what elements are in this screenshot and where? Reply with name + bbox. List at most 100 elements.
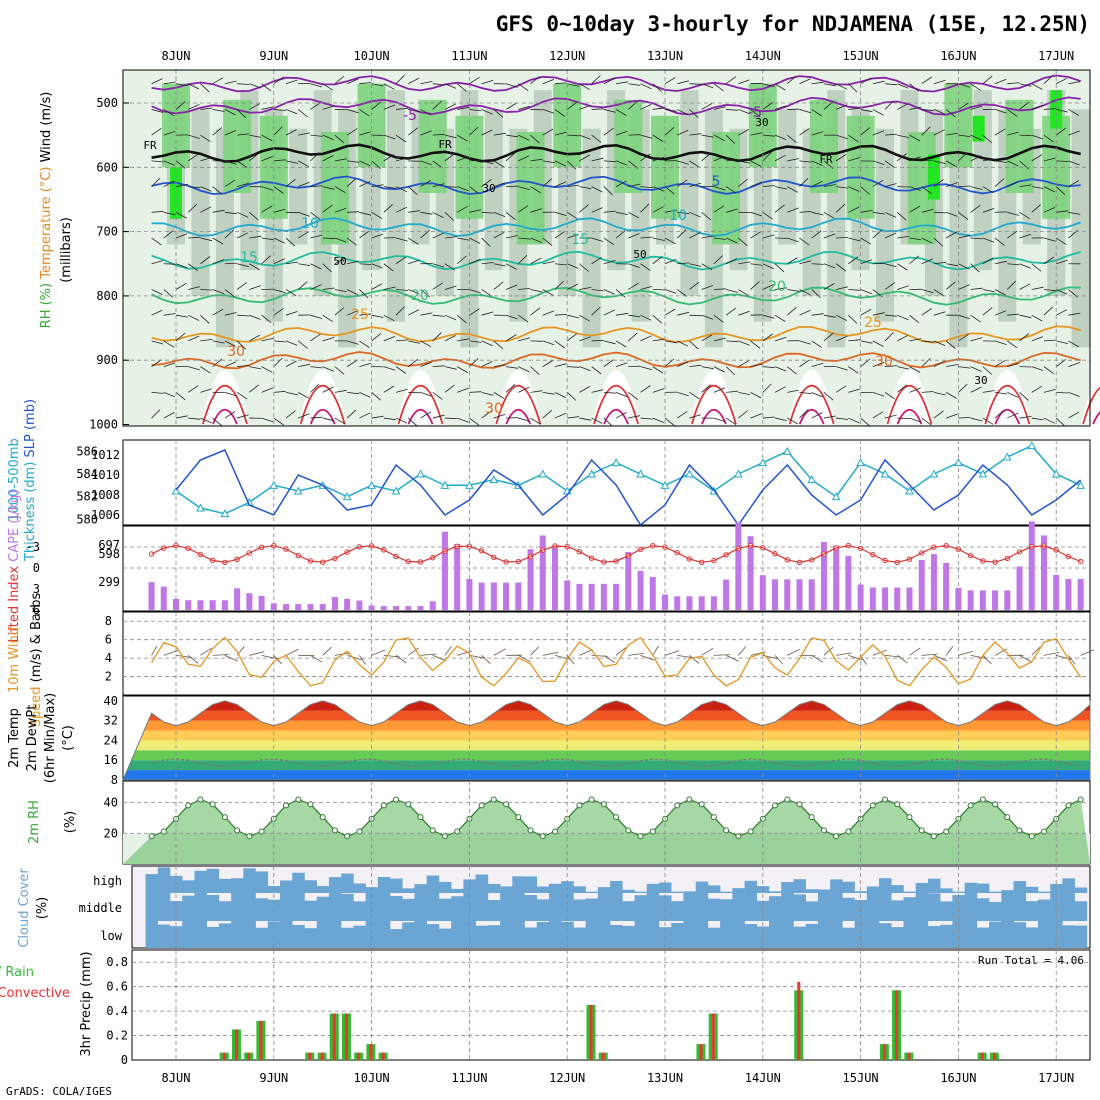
- pressure-unit-label: (millibars): [59, 217, 74, 283]
- wind-barb: [212, 289, 225, 294]
- wind-barb: [151, 160, 164, 163]
- cloud-block: [976, 883, 990, 893]
- wind-barb: [420, 340, 432, 348]
- cloud-block: [243, 921, 256, 948]
- rh-marker: [747, 828, 754, 835]
- wind-barb: [689, 314, 702, 317]
- wind-barb: [872, 211, 885, 215]
- wind-barb: [224, 289, 235, 298]
- y-axis-title: 3hr Precip (mm): [79, 951, 94, 1056]
- cloud-block: [438, 881, 452, 893]
- wind-barb: [469, 289, 482, 294]
- rh-gray-block: [1071, 109, 1090, 348]
- wind-barb: [726, 109, 739, 111]
- wind-barb: [224, 80, 237, 85]
- wind-barb: [994, 310, 1007, 316]
- wind-barb: [408, 309, 420, 316]
- wind-barb: [505, 384, 516, 393]
- cape-bar: [613, 583, 620, 610]
- wind-barb: [945, 109, 956, 118]
- wind-barb: [1007, 82, 1020, 85]
- wind-barb-10m: [945, 646, 954, 656]
- wind-barb: [664, 308, 676, 316]
- wind-barb: [1019, 333, 1030, 342]
- wind-barb: [738, 160, 751, 164]
- wind-barb: [408, 340, 421, 344]
- wind-barb: [603, 186, 613, 196]
- rh-marker: [637, 833, 644, 840]
- wind-barb: [689, 211, 701, 218]
- rh-marker: [967, 802, 974, 809]
- rh-green-block: [712, 131, 741, 245]
- wind-barb: [848, 256, 859, 265]
- wind-barb: [200, 289, 213, 291]
- wind-barb: [456, 255, 467, 265]
- wind-barb: [224, 211, 237, 215]
- wind-barb-10m: [640, 654, 655, 661]
- cape-bar: [393, 606, 400, 610]
- wind-barb: [774, 366, 787, 372]
- wind-barb: [493, 364, 506, 368]
- wind-barb: [530, 366, 540, 375]
- wind-barb: [774, 336, 787, 342]
- wind-barb: [970, 237, 983, 240]
- cloud-block: [1050, 921, 1063, 948]
- wind-barb: [310, 416, 323, 419]
- y-axis-title: (%): [35, 897, 50, 920]
- wind-barb: [224, 361, 237, 367]
- wind-barb: [469, 237, 481, 244]
- wind-barb: [261, 417, 274, 423]
- wind-barb: [994, 128, 1006, 136]
- wind-barb: [860, 237, 872, 245]
- cape-bar: [979, 590, 986, 610]
- cloud-block: [879, 923, 892, 948]
- dry-bubble: [396, 369, 445, 425]
- wind-barb: [909, 417, 921, 423]
- precip-convective-bar: [882, 1044, 886, 1060]
- wind-barb: [713, 83, 724, 92]
- wind-barb: [273, 186, 284, 194]
- wind-barb: [933, 311, 946, 316]
- wind-barb: [787, 289, 800, 292]
- wind-barb: [408, 186, 418, 195]
- wind-barb: [200, 314, 210, 324]
- wind-barb: [1007, 131, 1020, 136]
- rh-marker: [319, 814, 326, 821]
- wind-barb: [958, 334, 969, 342]
- lifted-index-tick: 0: [33, 561, 40, 575]
- wind-barb: [163, 81, 176, 85]
- wind-barb: [921, 391, 934, 393]
- wind-barb-10m: [628, 653, 645, 656]
- wind-barb: [188, 134, 200, 139]
- wind-barb-10m: [603, 655, 616, 664]
- wind-barb: [383, 204, 393, 213]
- wind-barb: [909, 186, 921, 191]
- wind-barb: [738, 79, 750, 85]
- rh-bright-block: [927, 154, 940, 200]
- precip-convective-bar: [308, 1052, 312, 1060]
- wind-barb-10m: [958, 650, 974, 656]
- wind-barb: [518, 314, 529, 323]
- wind-barb: [603, 359, 614, 367]
- wind-barb-10m: [872, 649, 887, 656]
- isotherm-35-line: [691, 384, 737, 425]
- precip-convective-bar: [332, 1013, 336, 1060]
- wind-barb-10m: [994, 648, 1008, 656]
- cape-bar: [833, 545, 840, 610]
- cloud-block: [255, 871, 269, 893]
- wind-barb: [249, 235, 262, 239]
- cloud-block: [695, 893, 709, 921]
- cloud-block: [561, 921, 574, 948]
- wind-barb: [848, 366, 859, 374]
- wind-barb: [469, 358, 479, 367]
- wind-barb: [518, 237, 531, 240]
- cloud-block: [744, 924, 758, 948]
- cloud-block: [255, 927, 269, 948]
- wind-barb: [799, 160, 812, 163]
- wind-barb: [359, 340, 370, 348]
- isotherm-label: 30: [485, 401, 503, 417]
- wind-barb: [811, 263, 824, 265]
- wind-barb: [677, 80, 689, 85]
- wind-barb: [1031, 417, 1044, 421]
